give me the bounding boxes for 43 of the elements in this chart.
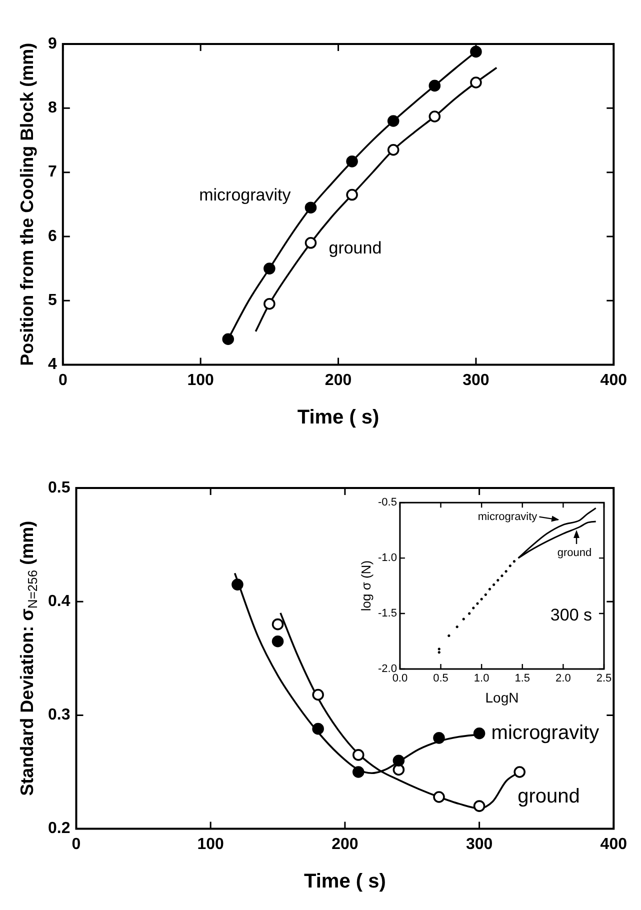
legend-label: ground bbox=[557, 547, 592, 560]
series-label: ground bbox=[328, 238, 382, 258]
x-axis-title: Time ( s) bbox=[304, 870, 386, 893]
x-tick-label: 300 bbox=[466, 836, 493, 853]
x-tick-label: 0.5 bbox=[433, 672, 448, 685]
x-tick-label: 2.5 bbox=[596, 672, 612, 685]
x-tick-label: 200 bbox=[324, 372, 352, 389]
y-tick-label: 7 bbox=[48, 164, 57, 181]
y-tick-label: 0.3 bbox=[48, 706, 70, 724]
y-tick-label: -2.0 bbox=[378, 663, 397, 676]
x-tick-label: 400 bbox=[600, 836, 628, 853]
y-axis-title: Position from the Cooling Block (mm) bbox=[16, 42, 37, 366]
legend-label: microgravity bbox=[478, 510, 538, 523]
legend-label: microgravity bbox=[491, 722, 600, 744]
x-axis-title: Time ( s) bbox=[297, 406, 380, 429]
y-axis-title: Standard Deviation: σN=256 (mm) bbox=[16, 520, 40, 796]
y-tick-label: -1.5 bbox=[378, 608, 397, 620]
x-tick-label: 1.5 bbox=[514, 672, 530, 685]
y-tick-label: 5 bbox=[48, 292, 57, 310]
y-tick-label: -0.5 bbox=[378, 496, 397, 509]
y-axis-title: log σ (N) bbox=[358, 560, 374, 612]
annotation: 300 s bbox=[550, 605, 592, 624]
x-tick-label: 200 bbox=[332, 836, 358, 853]
y-tick-label: -1.0 bbox=[378, 552, 397, 564]
y-tick-label: 9 bbox=[48, 35, 57, 52]
series-label: microgravity bbox=[199, 185, 292, 204]
x-tick-label: 2.0 bbox=[556, 672, 571, 685]
x-tick-label: 100 bbox=[197, 836, 224, 853]
series-label: ground bbox=[518, 786, 580, 808]
y-tick-label: 8 bbox=[48, 100, 57, 117]
y-tick-label: 6 bbox=[48, 228, 57, 245]
x-tick-label: 400 bbox=[600, 372, 628, 389]
x-tick-label: 0 bbox=[58, 372, 68, 389]
y-tick-label: 0.2 bbox=[48, 820, 70, 838]
y-tick-label: 0.4 bbox=[48, 593, 70, 610]
y-tick-label: 0.5 bbox=[48, 479, 70, 496]
x-axis-title: LogN bbox=[485, 689, 519, 706]
y-tick-label: 4 bbox=[48, 356, 57, 374]
x-tick-label: 100 bbox=[187, 372, 214, 389]
x-tick-label: 0.0 bbox=[392, 672, 408, 685]
x-tick-label: 300 bbox=[462, 372, 490, 389]
x-tick-label: 0 bbox=[72, 836, 81, 853]
x-tick-label: 1.0 bbox=[474, 672, 490, 685]
